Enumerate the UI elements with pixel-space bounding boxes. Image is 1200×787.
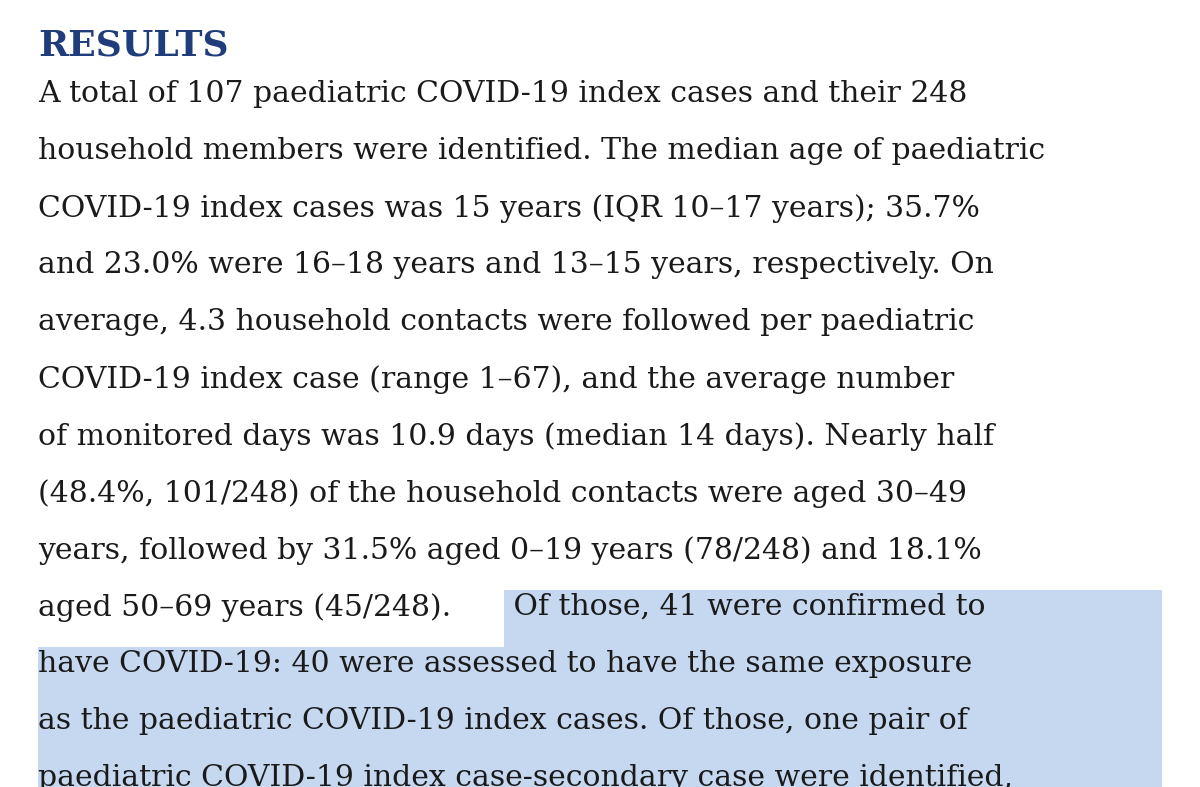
Text: average, 4.3 household contacts were followed per paediatric: average, 4.3 household contacts were fol… xyxy=(38,308,974,336)
Text: paediatric COVID-19 index case-secondary case were identified,: paediatric COVID-19 index case-secondary… xyxy=(38,764,1013,787)
Text: COVID-19 index case (range 1–67), and the average number: COVID-19 index case (range 1–67), and th… xyxy=(38,365,954,394)
Text: household members were identified. The median age of paediatric: household members were identified. The m… xyxy=(38,137,1045,165)
Text: RESULTS: RESULTS xyxy=(38,28,228,62)
Bar xyxy=(504,590,1162,656)
Text: COVID-19 index cases was 15 years (IQR 10–17 years); 35.7%: COVID-19 index cases was 15 years (IQR 1… xyxy=(38,194,980,223)
Text: have COVID-19: 40 were assessed to have the same exposure: have COVID-19: 40 were assessed to have … xyxy=(38,650,972,678)
Text: years, followed by 31.5% aged 0–19 years (78/248) and 18.1%: years, followed by 31.5% aged 0–19 years… xyxy=(38,536,982,565)
Text: A total of 107 paediatric COVID-19 index cases and their 248: A total of 107 paediatric COVID-19 index… xyxy=(38,80,967,108)
Text: (48.4%, 101/248) of the household contacts were aged 30–49: (48.4%, 101/248) of the household contac… xyxy=(38,479,967,508)
Text: Of those, 41 were confirmed to: Of those, 41 were confirmed to xyxy=(504,593,986,621)
Text: of monitored days was 10.9 days (median 14 days). Nearly half: of monitored days was 10.9 days (median … xyxy=(38,422,994,451)
Bar xyxy=(38,647,1162,713)
Text: as the paediatric COVID-19 index cases. Of those, one pair of: as the paediatric COVID-19 index cases. … xyxy=(38,707,968,735)
Bar xyxy=(38,761,1162,787)
Text: aged 50–69 years (45/248).: aged 50–69 years (45/248). xyxy=(38,593,451,622)
Text: and 23.0% were 16–18 years and 13–15 years, respectively. On: and 23.0% were 16–18 years and 13–15 yea… xyxy=(38,251,994,279)
Bar xyxy=(38,704,1162,770)
